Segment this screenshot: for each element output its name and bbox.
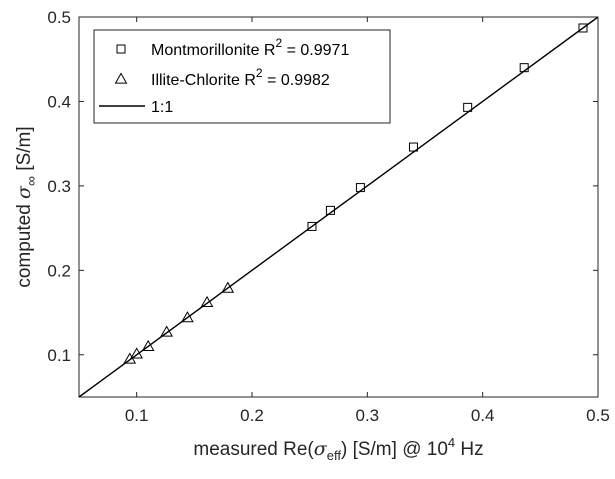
legend: Montmorillonite R2 = 0.9971Illite-Chlori… xyxy=(93,29,391,124)
x-tick-label: 0.2 xyxy=(240,406,264,425)
legend-entry-label: Montmorillonite R2 = 0.9971 xyxy=(151,36,349,59)
x-label-symbol: σ xyxy=(314,438,328,460)
legend-square-marker xyxy=(116,44,126,54)
legend-r2-exponent: 2 xyxy=(275,36,282,50)
y-tick-label: 0.5 xyxy=(47,8,71,27)
legend-series-name: Montmorillonite R xyxy=(151,42,275,59)
markers-group xyxy=(123,23,588,364)
legend-entry-label: 1:1 xyxy=(151,99,173,116)
illite-chlorite-point xyxy=(181,311,194,323)
x-tick-label: 0.3 xyxy=(356,406,380,425)
illite-chlorite-point xyxy=(141,339,155,351)
montmorillonite-point xyxy=(307,221,317,231)
ticks-group: 0.1 0.2 0.3 0.4 0.5 0.1 0.2 0.3 0.4 0.5 xyxy=(47,8,609,425)
illite-chlorite-point xyxy=(221,281,235,293)
y-label-symbol: σ xyxy=(13,185,35,199)
legend-box xyxy=(93,29,391,124)
x-axis-label: measured Re(σeff) [S/m] @ 104 Hz xyxy=(193,435,483,463)
y-tick-label: 0.4 xyxy=(47,92,71,111)
illite-chlorite-point xyxy=(200,295,214,308)
one-to-one-line xyxy=(78,16,599,398)
legend-r2-value: = 0.9982 xyxy=(263,72,330,89)
x-label-prefix: measured Re( xyxy=(193,439,314,460)
montmorillonite-point xyxy=(463,102,473,112)
legend-series-name: Illite-Chlorite R xyxy=(151,72,256,89)
x-tick-label: 0.4 xyxy=(471,406,495,425)
montmorillonite-point xyxy=(519,63,529,73)
illite-chlorite-point xyxy=(130,347,144,359)
legend-triangle-marker xyxy=(114,72,128,84)
y-label-subscript: ∞ xyxy=(23,176,39,186)
y-tick-label: 0.2 xyxy=(47,261,71,280)
x-tick-label: 0.5 xyxy=(586,406,610,425)
x-label-suffix: ) [S/m] @ 10 xyxy=(341,439,448,460)
x-label-subscript: eff xyxy=(327,448,342,463)
x-tick-label: 0.1 xyxy=(125,406,149,425)
montmorillonite-point xyxy=(578,23,588,33)
y-label-prefix: computed xyxy=(14,199,35,288)
x-label-superscript: 4 xyxy=(448,435,455,450)
montmorillonite-point xyxy=(325,205,335,215)
y-label-suffix: [S/m] xyxy=(14,126,35,176)
y-axis-label: computed σ∞ [S/m] xyxy=(13,126,39,287)
y-tick-label: 0.3 xyxy=(47,177,71,196)
y-tick-label: 0.1 xyxy=(47,346,71,365)
x-label-unit: Hz xyxy=(455,439,484,460)
one-to-one-line-group xyxy=(78,16,599,398)
montmorillonite-point xyxy=(408,142,418,152)
legend-series-name: 1:1 xyxy=(151,99,173,116)
montmorillonite-point xyxy=(355,183,365,193)
legend-r2-value: = 0.9971 xyxy=(282,42,349,59)
legend-r2-exponent: 2 xyxy=(256,66,263,80)
legend-entry-label: Illite-Chlorite R2 = 0.9982 xyxy=(151,66,330,89)
illite-chlorite-point xyxy=(160,325,174,337)
